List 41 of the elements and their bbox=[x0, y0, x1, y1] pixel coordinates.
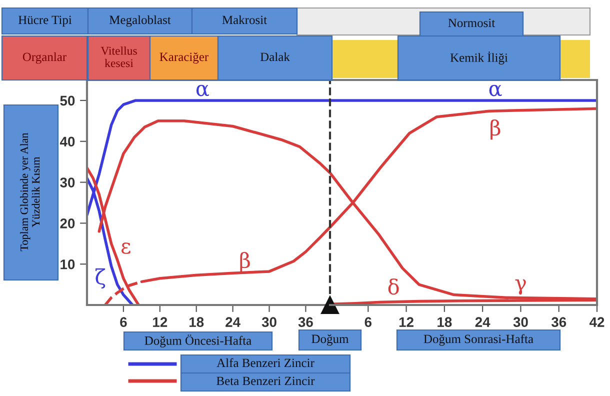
x-tick-label: 6 bbox=[120, 317, 127, 328]
annotation: δ bbox=[388, 278, 399, 295]
y-tick-label: 20 bbox=[60, 218, 75, 228]
x-tick-label: 42 bbox=[589, 317, 604, 327]
ref-line-label: Doğum bbox=[312, 334, 349, 346]
x-tick-label: 30 bbox=[513, 317, 528, 328]
annotation: α bbox=[489, 84, 502, 96]
x-tick-label: 12 bbox=[399, 317, 414, 327]
text: Kemik İliği bbox=[450, 52, 508, 64]
text: Hücre Tipi bbox=[18, 16, 72, 27]
annotation: α bbox=[196, 84, 209, 96]
annotation: ε bbox=[122, 242, 130, 254]
y-tick-label: 40 bbox=[60, 136, 75, 147]
x-tick-label: 24 bbox=[475, 317, 490, 327]
text: Makrosit bbox=[222, 15, 267, 24]
x-tick-label: 18 bbox=[190, 317, 204, 328]
y-tick-label: 30 bbox=[60, 178, 75, 188]
x-tick-label: 6 bbox=[364, 317, 372, 328]
y-axis-title: Toplam Globinde yer Alan Yüzdelik Kısım bbox=[20, 132, 40, 252]
y-tick-label: 10 bbox=[60, 259, 75, 270]
y-tick-label: 50 bbox=[60, 96, 75, 106]
x-tick-label: 36 bbox=[551, 317, 566, 328]
annotation: β bbox=[240, 252, 250, 272]
x-tick-label: 30 bbox=[262, 317, 276, 328]
text: Doğum Öncesi-Hafta bbox=[144, 334, 252, 348]
annotation: γ bbox=[515, 279, 526, 295]
text: Organlar bbox=[22, 52, 66, 64]
x-tick-label: 18 bbox=[438, 317, 452, 328]
annotation: ζ bbox=[96, 268, 106, 288]
text: Alfa Benzeri Zincir bbox=[216, 358, 314, 368]
text: Normosit bbox=[448, 18, 496, 28]
text: Doğum Sonrasi-Hafta bbox=[424, 334, 534, 346]
x-tick-label: 24 bbox=[226, 317, 240, 327]
text: Vitellus kesesi bbox=[100, 46, 137, 68]
text: Dalak bbox=[260, 52, 290, 62]
x-tick-label: 12 bbox=[153, 317, 168, 327]
x-tick-label: 36 bbox=[298, 317, 313, 328]
annotation: β bbox=[490, 119, 500, 140]
text: Megaloblast bbox=[109, 15, 171, 27]
text: Beta Benzeri Zincir bbox=[216, 376, 315, 386]
text: Karaciğer bbox=[160, 52, 209, 64]
